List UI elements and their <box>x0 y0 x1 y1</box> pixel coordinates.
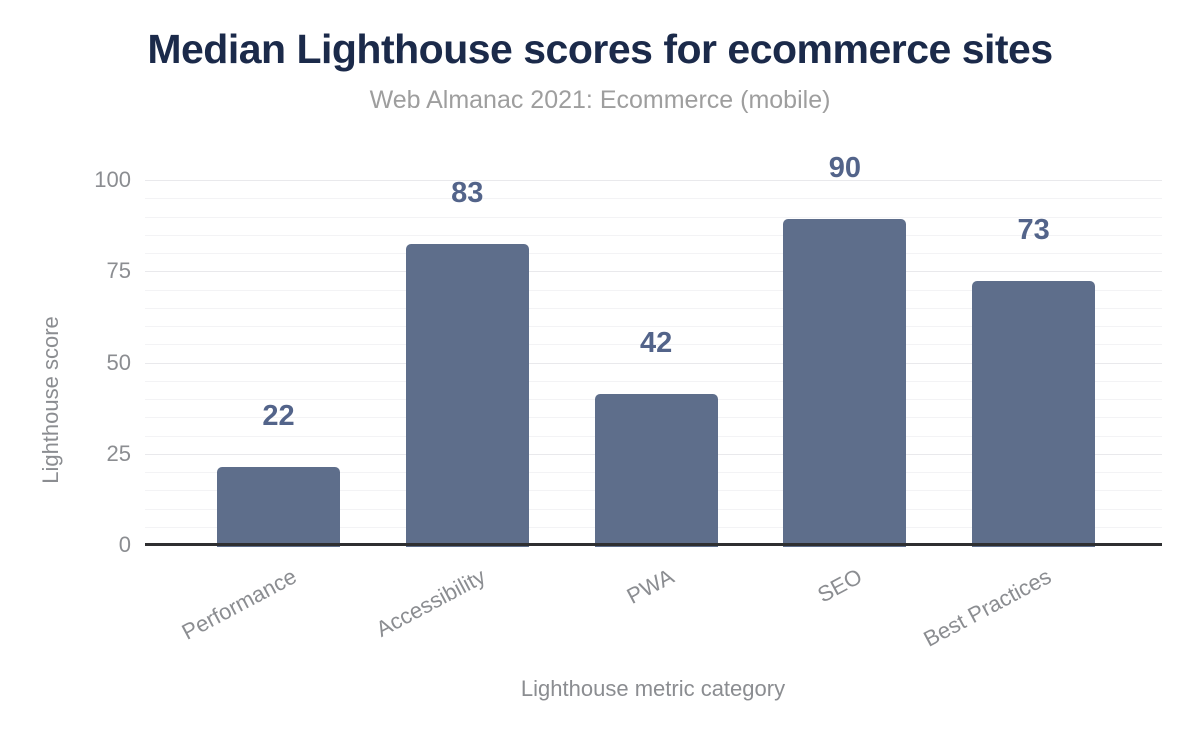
gridline-minor <box>145 216 1162 218</box>
gridline-major <box>145 362 1162 364</box>
gridline-minor <box>145 307 1162 309</box>
chart-subtitle: Web Almanac 2021: Ecommerce (mobile) <box>369 86 831 114</box>
y-tick-label: 50 <box>106 349 131 375</box>
bar[interactable] <box>405 244 529 547</box>
x-axis-line <box>145 543 1162 546</box>
y-tick-label: 0 <box>118 532 131 557</box>
gridline-minor <box>145 198 1162 200</box>
bar[interactable] <box>594 393 718 547</box>
bar[interactable] <box>972 280 1096 547</box>
x-tick-label: Performance <box>177 563 301 645</box>
x-tick-label: PWA <box>622 563 678 609</box>
bar-value-label: 73 <box>1017 213 1050 246</box>
x-tick-label: SEO <box>813 563 867 608</box>
gridline-minor <box>145 380 1162 382</box>
gridline-major <box>145 180 1162 181</box>
x-tick-label: Accessibility <box>371 563 489 642</box>
y-tick-label: 75 <box>106 258 131 284</box>
bar-value-label: 42 <box>639 326 673 359</box>
bar-value-label: 22 <box>262 399 295 432</box>
chart-title: Median Lighthouse scores for ecommerce s… <box>147 26 1053 72</box>
bar[interactable] <box>783 218 907 547</box>
gridline-minor <box>145 253 1162 254</box>
gridline-minor <box>145 326 1162 327</box>
bar-value-label: 83 <box>451 177 484 210</box>
y-tick-label: 100 <box>94 167 131 192</box>
gridline-minor <box>145 289 1162 291</box>
gridline-major <box>145 271 1162 273</box>
bar-value-label: 90 <box>828 151 862 184</box>
gridline-minor <box>145 234 1162 236</box>
x-axis-title: Lighthouse metric category <box>520 676 786 701</box>
gridline-minor <box>145 344 1162 346</box>
x-tick-label: Best Practices <box>919 563 1056 652</box>
bar[interactable] <box>217 466 340 547</box>
y-tick-label: 25 <box>106 440 131 466</box>
